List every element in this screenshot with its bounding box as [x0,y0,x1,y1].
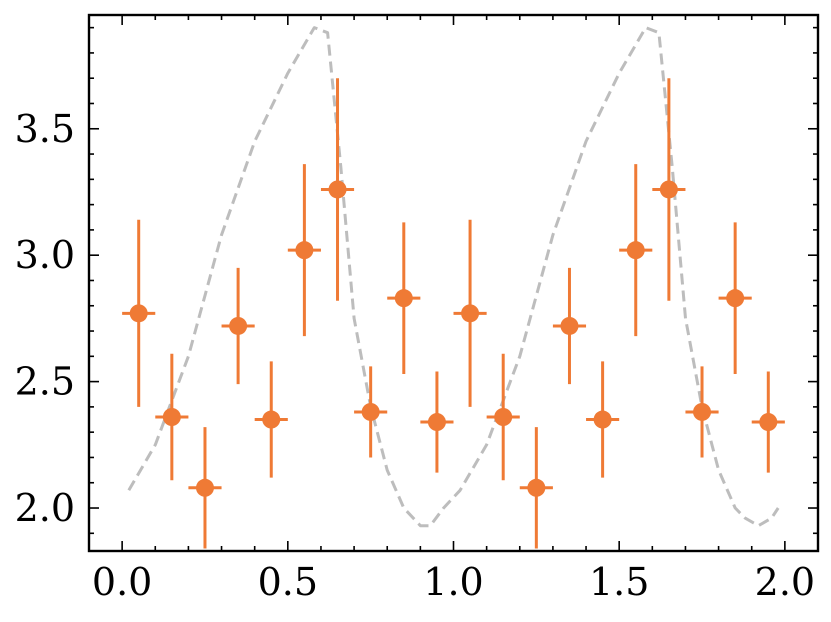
data-point-group [122,219,156,407]
data-point-group [188,427,222,549]
data-point-group [387,222,421,375]
y-tick-label: 2.5 [15,360,75,404]
data-point [195,478,214,497]
data-point-group [619,164,653,337]
data-point-group [155,353,189,481]
data-point-group [254,361,288,478]
data-point-group [751,371,785,473]
y-tick-label: 3.0 [15,233,75,277]
data-point [693,402,712,421]
data-point-group [287,164,321,337]
data-point-group [453,219,487,407]
data-point-group [652,78,686,301]
data-point-group [552,267,587,385]
plot-area [122,26,785,549]
data-point [726,289,745,308]
x-tick-label: 0.0 [92,560,152,604]
data-point [328,180,347,199]
data-point [593,410,612,429]
data-point-group [354,366,388,458]
data-point-group [221,267,255,385]
data-point [162,408,181,426]
x-tick-label: 1.0 [423,560,483,604]
data-point [129,304,148,323]
data-point-group [320,78,355,301]
data-point-group [586,361,620,478]
data-point [560,316,579,335]
data-point [626,241,645,260]
data-point [295,241,314,260]
data-point [527,478,546,497]
data-point-group [486,353,520,481]
data-point-group [519,427,553,549]
x-tick-label: 0.5 [258,560,318,604]
x-tick-label: 2.0 [755,560,815,604]
tick-labels: 0.0 0.5 1.0 1.5 2.0 2.0 2.5 3.0 3.5 [15,107,816,604]
y-tick-label: 3.5 [15,107,75,151]
y-tick-label: 2.0 [15,486,75,530]
data-point [494,408,513,426]
data-point [361,402,380,421]
data-point [659,180,678,199]
data-point [262,410,281,429]
data-point [461,304,480,323]
axis-ticks [88,15,819,551]
data-point [394,289,413,308]
dashed-series-line [127,26,780,528]
data-point-group [685,366,719,458]
data-point-group [718,222,752,375]
plot-frame [87,13,820,553]
data-point [427,413,446,432]
data-point [229,316,248,335]
x-tick-label: 1.5 [589,560,649,604]
data-point-group [420,371,454,473]
data-point [759,413,778,432]
